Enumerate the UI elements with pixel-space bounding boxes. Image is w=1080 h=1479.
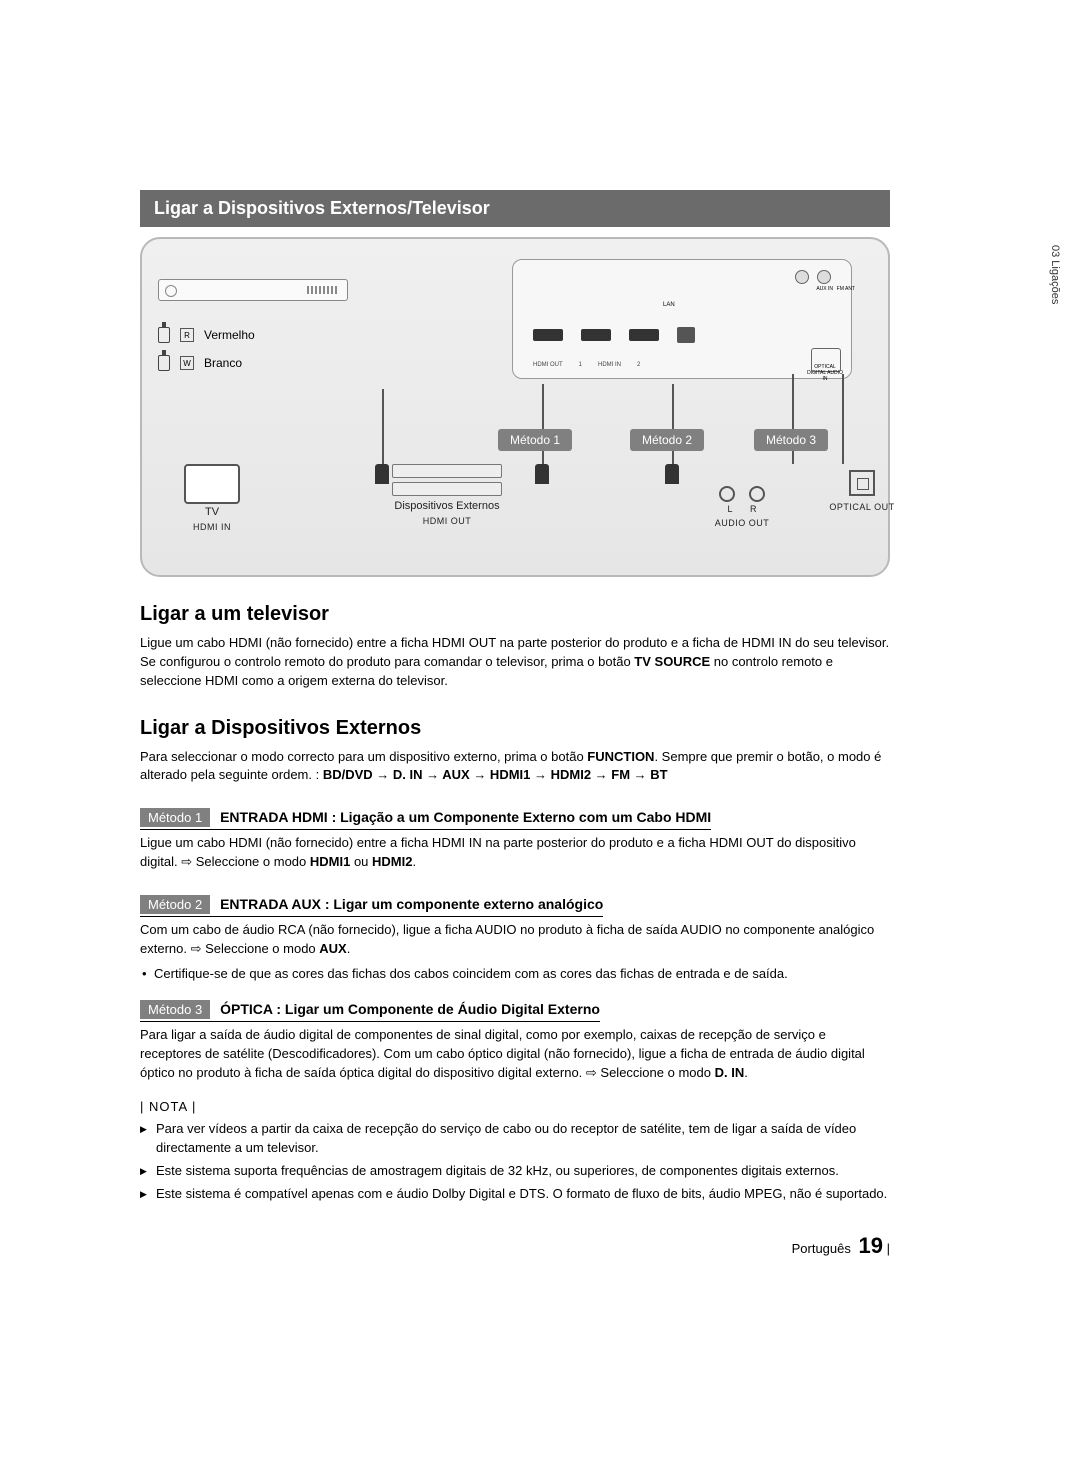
text: Para ligar a saída de áudio digital de c… [140,1027,865,1080]
audio-out-caption: AUDIO OUT [682,518,802,528]
paragraph-ext: Para seleccionar o modo correcto para um… [140,748,890,786]
cable-icon [672,384,674,464]
rear-panel: AUX IN FM ANT LAN HDMI OUT 1 HDMI IN 2 O… [512,259,852,379]
rca-red-label: Vermelho [204,328,255,342]
rear-hdmi-in: HDMI IN [598,362,621,368]
bold-tv-source: TV SOURCE [634,654,710,669]
bold-hdmi1: HDMI1 [310,854,350,869]
method2-pill: Método 2 [630,429,704,451]
method2-bullet: Certifique-se de que as cores das fichas… [140,965,890,984]
optical-out-caption: OPTICAL OUT [822,502,902,512]
hdmi-in2-port-icon [629,329,659,341]
method1-pill: Método 1 [498,429,572,451]
method3-title: ÓPTICA : Ligar um Componente de Áudio Di… [216,1001,600,1017]
rca-w-box: W [180,356,194,370]
footer-language: Português [792,1241,851,1256]
tv-device: TV HDMI IN [162,464,262,532]
nota-label: | NOTA | [140,1099,890,1114]
lan-label: LAN [663,302,675,308]
footer-page-number: 19 [859,1233,883,1258]
rca-legend: R Vermelho W Branco [158,327,255,383]
unit-top-icon [158,279,348,301]
bold-din: D. IN [715,1065,745,1080]
tv-icon [184,464,240,504]
text: . [744,1065,748,1080]
cable-icon [542,384,544,464]
bold-aux: AUX [319,941,346,956]
bold-hdmi2: HDMI2 [372,854,412,869]
rca-r-box: R [180,328,194,342]
method1-title: ENTRADA HDMI : Ligação a um Componente E… [216,809,711,825]
hdmi-in-caption: HDMI IN [162,522,262,532]
tv-label: TV [162,506,262,518]
method1-body: Ligue um cabo HDMI (não fornecido) entre… [140,834,890,872]
rear-hdmi-in1: 1 [579,362,582,368]
section-header: Ligar a Dispositivos Externos/Televisor [140,190,890,227]
aux-label: AUX IN [816,286,833,292]
page-footer: Português 19 | [140,1233,890,1259]
lan-port-icon [677,327,695,343]
rca-r-icon [749,486,765,502]
circ-l: L [727,504,732,514]
text: . [412,854,416,869]
connection-diagram: R Vermelho W Branco AUX IN FM ANT LAN [140,237,890,577]
ext-dev1-icon [392,464,502,478]
notes-list: Para ver vídeos a partir da caixa de rec… [140,1120,890,1203]
ext-title: Dispositivos Externos [372,500,522,512]
text: Com um cabo de áudio RCA (não fornecido)… [140,922,874,956]
text: ou [350,854,372,869]
optical-icon [849,470,875,496]
fm-label: FM ANT [837,286,855,292]
method3-heading: Método 3 ÓPTICA : Ligar um Componente de… [140,1001,600,1022]
hdmi-plug-icon [665,464,679,484]
method2-heading: Método 2 ENTRADA AUX : Ligar um componen… [140,896,603,917]
hdmi-plug-icon [535,464,549,484]
plug-icon [158,327,170,343]
method1-heading: Método 1 ENTRADA HDMI : Ligação a um Com… [140,809,711,830]
paragraph-tv: Ligue um cabo HDMI (não fornecido) entre… [140,634,890,691]
ext-dev2-icon [392,482,502,496]
method1-tag: Método 1 [140,808,210,827]
method3-body: Para ligar a saída de áudio digital de c… [140,1026,890,1083]
text: Ligue um cabo HDMI (não fornecido) entre… [140,835,856,869]
hdmi-out-caption: HDMI OUT [372,516,522,526]
method2-tag: Método 2 [140,895,210,914]
rear-hdmi-out: HDMI OUT [533,362,563,368]
footer-bar: | [887,1241,890,1256]
rca-white-label: Branco [204,356,242,370]
method3-tag: Método 3 [140,1000,210,1019]
fm-jack-icon [817,270,831,284]
rca-l-icon [719,486,735,502]
text: Para seleccionar o modo correcto para um… [140,749,587,764]
method3-pill: Método 3 [754,429,828,451]
method2-title: ENTRADA AUX : Ligar um componente extern… [216,896,603,912]
hdmi-out-port-icon [533,329,563,341]
note-item: Este sistema suporta frequências de amos… [140,1162,890,1181]
rear-hdmi-in2: 2 [637,362,640,368]
heading-ext: Ligar a Dispositivos Externos [140,717,890,740]
bold-sequence: BD/DVD → D. IN → AUX → HDMI1 → HDMI2 → F… [323,767,668,782]
note-item: Este sistema é compatível apenas com e á… [140,1185,890,1204]
text: . [347,941,351,956]
hdmi-in1-port-icon [581,329,611,341]
optical-device: OPTICAL OUT [822,464,902,512]
circ-r: R [750,504,757,514]
bold-function: FUNCTION [587,749,654,764]
note-item: Para ver vídeos a partir da caixa de rec… [140,1120,890,1158]
method2-body: Com um cabo de áudio RCA (não fornecido)… [140,921,890,959]
page-content: Ligar a Dispositivos Externos/Televisor … [140,190,890,1259]
aux-device: W R L R AUDIO OUT [682,464,802,528]
rear-optical-label: OPTICAL DIGITAL AUDIO IN [805,364,845,382]
cable-icon [382,389,384,464]
plug-icon [158,355,170,371]
heading-tv: Ligar a um televisor [140,603,890,626]
aux-jack-icon [795,270,809,284]
side-tab: 03 Ligações [1049,245,1061,304]
external-devices: Dispositivos Externos HDMI OUT [372,464,522,526]
cable-icon [842,374,844,464]
